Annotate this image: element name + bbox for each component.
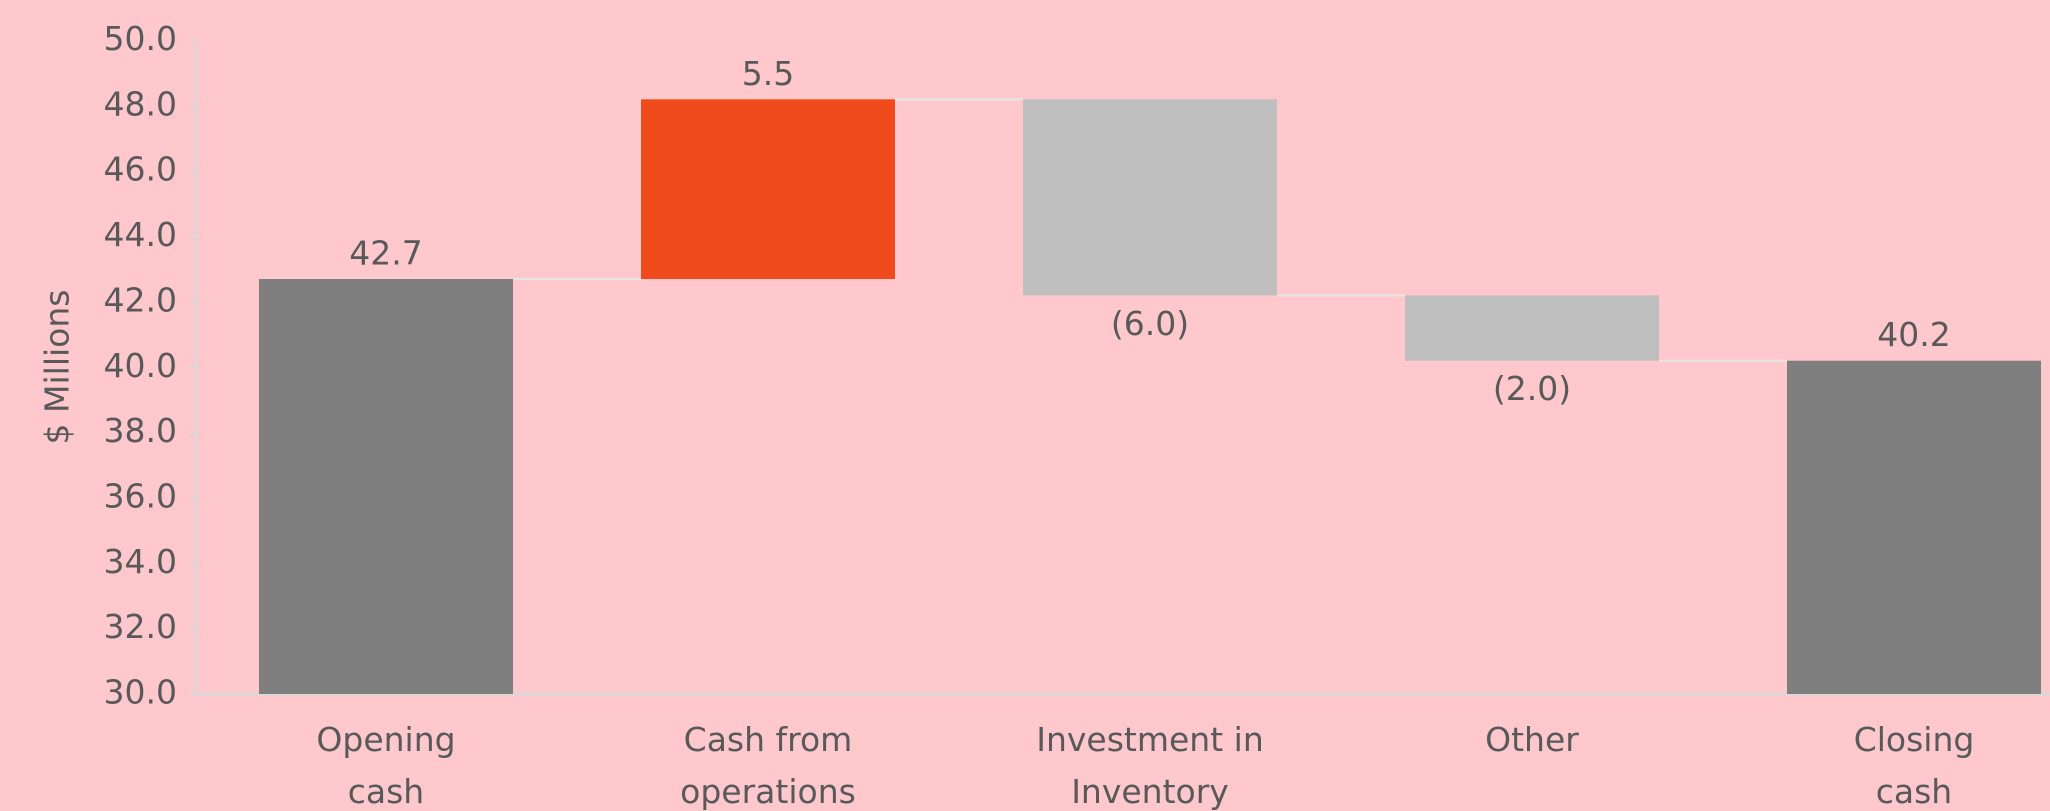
y-tick-label: 32.0 — [104, 607, 177, 646]
x-tick-label: Other — [1485, 720, 1579, 759]
y-tick-label: 46.0 — [104, 150, 177, 189]
value-label: 42.7 — [349, 234, 422, 273]
value-label: 5.5 — [742, 54, 794, 93]
y-tick-label: 42.0 — [104, 280, 177, 319]
bar — [1405, 295, 1659, 361]
bar — [1023, 99, 1277, 296]
y-tick-label: 38.0 — [104, 411, 177, 450]
x-tick-label: Investment in Inventory — [1036, 720, 1264, 811]
y-tick-label: 36.0 — [104, 476, 177, 515]
x-tick-label: Cash from operations — [680, 720, 856, 811]
y-tick-label: 44.0 — [104, 215, 177, 254]
y-tick-label: 30.0 — [104, 673, 177, 712]
value-label: (2.0) — [1493, 369, 1571, 408]
bar — [259, 279, 513, 694]
bar — [1787, 360, 2041, 694]
bar — [641, 99, 895, 280]
y-tick-label: 48.0 — [104, 84, 177, 123]
value-label: 40.2 — [1877, 315, 1950, 354]
x-tick-label: Opening cash — [316, 720, 456, 811]
y-axis-label: $ Millions — [38, 290, 77, 445]
y-tick-label: 34.0 — [104, 542, 177, 581]
y-tick-label: 40.0 — [104, 346, 177, 385]
x-tick-label: Closing cash — [1853, 720, 1975, 811]
value-label: (6.0) — [1111, 304, 1189, 343]
y-tick-label: 50.0 — [104, 19, 177, 58]
